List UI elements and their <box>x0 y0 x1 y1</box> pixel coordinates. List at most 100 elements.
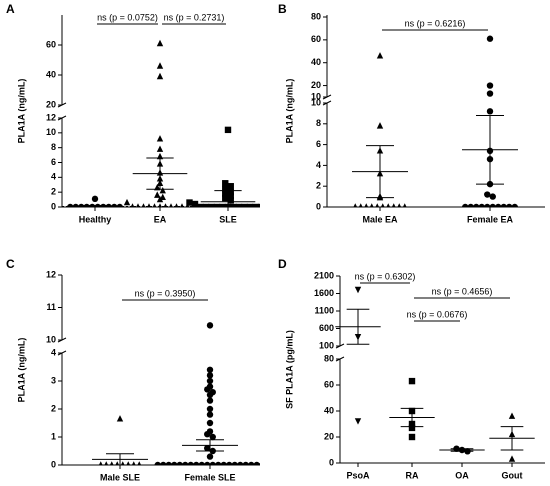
point <box>206 391 214 399</box>
point <box>408 424 416 432</box>
y-tick-label: 10 <box>46 127 56 137</box>
point <box>116 415 124 422</box>
point <box>358 203 363 208</box>
y-axis-label: PLA1A (ng/mL) <box>16 79 26 144</box>
y-tick-label: 60 <box>46 39 56 49</box>
point <box>197 203 204 208</box>
point <box>486 108 494 115</box>
panel-label: B <box>278 2 287 16</box>
x-tick-label: EA <box>154 214 167 224</box>
point <box>204 386 211 393</box>
y-tick-label: 4 <box>51 347 56 357</box>
point <box>156 72 164 80</box>
y-tick-label: 2 <box>51 187 56 197</box>
point <box>252 203 259 208</box>
y-tick-label: 20 <box>46 99 56 109</box>
significance-label: ns (p = 0.6216) <box>405 18 466 28</box>
y-tick-label: 80 <box>324 353 334 363</box>
point <box>159 186 166 194</box>
x-tick-label: RA <box>406 470 419 480</box>
y-tick-label: 2 <box>316 181 321 191</box>
point <box>206 322 214 329</box>
point <box>508 412 516 419</box>
y-tick-label: 60 <box>324 379 334 389</box>
y-tick-label: 20 <box>311 80 321 90</box>
point <box>137 461 142 466</box>
y-tick-label: 40 <box>46 69 56 79</box>
y-axis-label: SF PLA1A (pg/mL) <box>284 330 294 409</box>
x-tick-label: SLE <box>219 214 237 224</box>
point <box>98 461 103 466</box>
point <box>364 203 369 208</box>
y-tick-label: 1 <box>51 431 56 441</box>
point <box>209 433 216 441</box>
point <box>191 200 199 208</box>
point <box>206 377 214 385</box>
point <box>109 461 114 466</box>
point <box>206 419 214 427</box>
y-tick-label: 10 <box>46 334 56 344</box>
point <box>241 203 248 208</box>
point <box>131 461 136 466</box>
point <box>259 462 260 466</box>
point <box>486 90 494 97</box>
point <box>202 203 210 208</box>
point <box>222 180 229 187</box>
plot-area <box>335 286 535 462</box>
point <box>353 203 358 208</box>
significance-label: ns (p = 0.3950) <box>135 288 196 298</box>
point <box>227 188 234 196</box>
point <box>397 203 402 208</box>
point <box>508 455 516 462</box>
point <box>486 82 494 89</box>
point <box>235 203 243 208</box>
point <box>224 126 232 134</box>
point <box>253 461 260 466</box>
point <box>391 203 396 208</box>
point <box>168 203 174 208</box>
point <box>154 191 161 198</box>
point <box>186 199 193 206</box>
significance-label: ns (p = 0.6302) <box>355 271 416 281</box>
y-tick-label: 0 <box>51 201 56 211</box>
x-tick-label: Male SLE <box>100 472 140 482</box>
x-tick-label: OA <box>455 470 469 480</box>
point <box>156 195 164 203</box>
point <box>206 366 214 373</box>
point <box>213 203 221 208</box>
y-tick-label: 40 <box>311 57 321 67</box>
point <box>91 195 99 203</box>
point <box>369 203 374 208</box>
point <box>386 203 391 208</box>
y-tick-label: 11 <box>46 302 56 312</box>
y-tick-label: 2 <box>51 403 56 413</box>
point <box>126 461 131 466</box>
point <box>222 186 229 193</box>
point <box>222 194 229 202</box>
y-tick-label: 40 <box>324 405 334 415</box>
y-tick-label: 0 <box>51 459 56 469</box>
point <box>354 286 362 294</box>
x-tick-label: PsoA <box>346 470 370 480</box>
point <box>206 372 214 379</box>
point <box>257 203 260 208</box>
point <box>489 193 496 200</box>
point <box>156 135 164 142</box>
point <box>484 191 491 198</box>
point <box>156 62 164 69</box>
y-tick-label: 10 <box>311 97 321 107</box>
plot-area <box>92 322 260 466</box>
y-tick-label: 8 <box>51 142 56 152</box>
y-tick-label: 1600 <box>314 288 334 298</box>
y-tick-label: 8 <box>316 118 321 128</box>
significance-label: ns (p = 0.2731) <box>164 12 225 22</box>
point <box>206 397 214 404</box>
plot-area <box>67 39 260 208</box>
point <box>402 203 407 208</box>
significance-label: ns (p = 0.4656) <box>432 286 493 296</box>
point <box>204 445 211 452</box>
y-tick-label: 20 <box>324 431 334 441</box>
point <box>227 197 234 204</box>
point <box>206 411 214 418</box>
